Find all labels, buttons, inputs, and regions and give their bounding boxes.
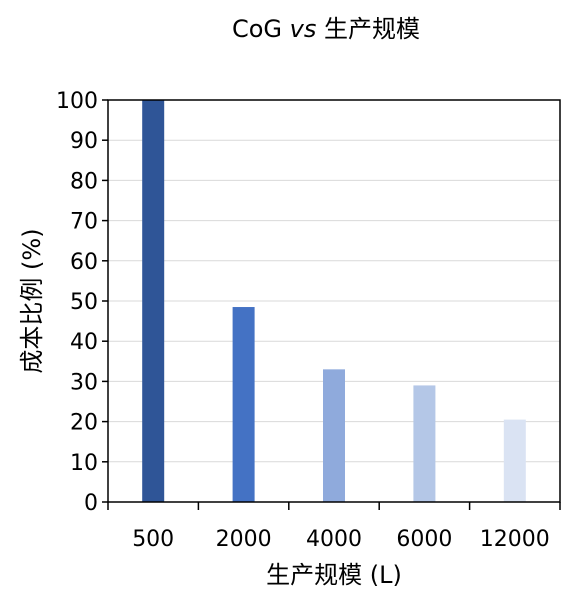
y-tick-label: 40 [70, 330, 98, 355]
x-tick-label: 4000 [306, 527, 362, 552]
bar-2000 [232, 307, 255, 502]
title-prefix: CoG [232, 15, 290, 43]
bar-500 [142, 100, 165, 502]
y-axis-title: 成本比例 (%) [18, 228, 46, 373]
x-tick-labels: 500 2000 4000 6000 12000 [132, 527, 550, 552]
y-tick-label: 50 [70, 290, 98, 315]
y-tick-label: 0 [84, 491, 98, 516]
y-tick-label: 70 [70, 210, 98, 235]
bar-6000 [413, 385, 436, 502]
y-tick-label: 100 [56, 89, 98, 114]
bar-4000 [323, 369, 345, 502]
title-suffix: 生产规模 [316, 15, 420, 43]
y-tick-label: 20 [70, 411, 98, 436]
y-tick-label: 10 [70, 451, 98, 476]
gridlines [108, 139, 560, 463]
x-tick-label: 12000 [480, 527, 550, 552]
y-tick-marks [102, 99, 108, 503]
bar-12000 [503, 419, 526, 502]
x-tick-label: 2000 [216, 527, 272, 552]
title-italic: vs [290, 15, 317, 43]
x-tick-marks [107, 502, 561, 510]
chart-title: CoG vs 生产规模 [232, 15, 420, 43]
bars [142, 100, 526, 502]
y-tick-labels: 0 10 20 30 40 50 60 70 80 90 100 [56, 89, 98, 516]
y-tick-label: 30 [70, 370, 98, 395]
y-tick-label: 80 [70, 169, 98, 194]
y-tick-label: 90 [70, 129, 98, 154]
x-tick-label: 500 [132, 527, 174, 552]
y-tick-label: 60 [70, 250, 98, 275]
x-tick-label: 6000 [396, 527, 452, 552]
x-axis-title: 生产规模 (L) [266, 561, 402, 589]
